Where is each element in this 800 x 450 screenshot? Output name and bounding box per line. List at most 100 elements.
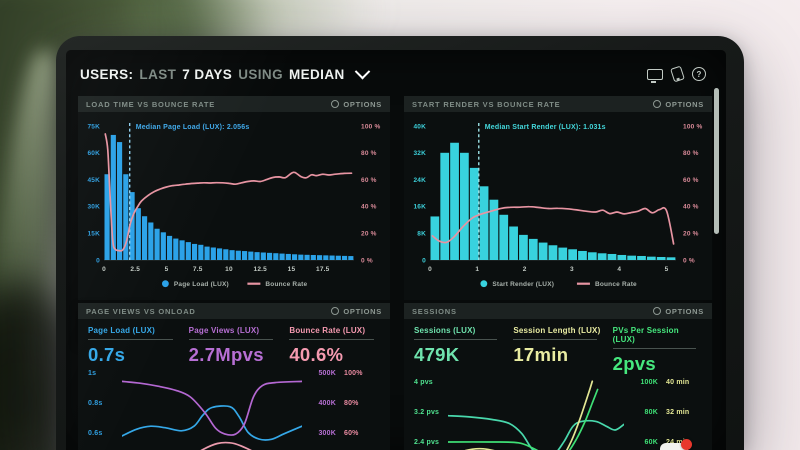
svg-text:Start Render (LUX): Start Render (LUX) (492, 281, 554, 288)
svg-text:Page Load (LUX): Page Load (LUX) (174, 281, 229, 288)
panel-title: START RENDER VS BOUNCE RATE (412, 99, 561, 109)
svg-text:100 %: 100 % (361, 123, 380, 130)
metric-rule (513, 339, 597, 340)
panel-title: LOAD TIME VS BOUNCE RATE (86, 99, 216, 109)
metric-rule (414, 339, 498, 340)
start-render-chart-wrap: 40K 32K 24K 16K 8K 0 100 % 80 % 60 % 40 % 20 % 0 % 0… (404, 112, 712, 305)
mini-axis-left: 1s 0.8s 0.6s (88, 368, 122, 450)
sessions-metrics: Sessions (LUX) 479K Session Length (LUX)… (404, 319, 712, 375)
metric-label: Page Views (LUX) (188, 326, 260, 335)
options-label: OPTIONS (343, 306, 382, 316)
metric-rule (612, 348, 696, 349)
desktop-icon[interactable] (647, 68, 663, 83)
mini-tick-right: 500K 100% (318, 370, 363, 377)
svg-text:100 %: 100 % (683, 123, 702, 130)
svg-text:60K: 60K (87, 150, 100, 157)
svg-text:40K: 40K (413, 123, 426, 130)
options-label: OPTIONS (343, 99, 382, 109)
metric-sessions: Sessions (LUX) 479K (414, 326, 503, 375)
panel-title: SESSIONS (412, 306, 457, 316)
notification-badge (681, 439, 692, 450)
options-label: OPTIONS (665, 99, 704, 109)
mini-axis-right: 500K 100% 400K 80% 300K 60% (302, 368, 380, 450)
chevron-down-icon[interactable] (354, 63, 370, 79)
options-label: OPTIONS (665, 306, 704, 316)
sessions-trend-chart[interactable] (448, 377, 624, 450)
screen: USERS: LAST 7 DAYS USING MEDIAN ? LOAD T… (66, 50, 726, 450)
dashboard-title[interactable]: USERS: LAST 7 DAYS USING MEDIAN (80, 63, 370, 85)
page-views-trend-chart[interactable] (122, 368, 302, 450)
options-button[interactable]: OPTIONS (331, 307, 382, 316)
mini-tick-left: 0.8s (88, 400, 103, 407)
range-dim-label: LAST (139, 66, 177, 82)
svg-text:4: 4 (617, 266, 621, 273)
metric-value: 479K (414, 344, 460, 365)
svg-text:5: 5 (165, 266, 169, 273)
notification-thumbnail[interactable] (660, 439, 692, 450)
metric-label: Session Length (LUX) (513, 326, 601, 335)
mobile-icon[interactable] (670, 65, 685, 83)
panel-load-time-header: LOAD TIME VS BOUNCE RATE OPTIONS (78, 96, 390, 112)
svg-text:20 %: 20 % (683, 231, 699, 238)
svg-text:7.5: 7.5 (193, 266, 203, 273)
mini-tick-left: 4 pvs (414, 379, 433, 386)
svg-text:8K: 8K (417, 231, 426, 238)
svg-text:40 %: 40 % (683, 204, 699, 211)
mini-tick-left: 1s (88, 370, 97, 377)
scrollbar[interactable] (714, 88, 719, 234)
svg-text:30K: 30K (87, 204, 100, 211)
metric-label: PVs Per Session (LUX) (612, 326, 679, 344)
svg-text:Bounce Rate: Bounce Rate (265, 281, 307, 288)
svg-text:Median Page Load (LUX): 2.056s: Median Page Load (LUX): 2.056s (136, 124, 250, 131)
panel-page-views: PAGE VIEWS VS ONLOAD OPTIONS Page Load (… (78, 303, 390, 450)
svg-text:0: 0 (96, 257, 100, 264)
gear-icon (331, 307, 340, 315)
svg-text:16K: 16K (413, 204, 426, 211)
sessions-mini-chart: 4 pvs 3.2 pvs 2.4 pvs 100K 40 min 80K 32 min 6… (404, 375, 712, 450)
metric-label: Bounce Rate (LUX) (289, 326, 366, 335)
page-views-mini-chart: 1s 0.8s 0.6s 500K 100% 400K 80% 300K 60% (78, 366, 390, 450)
svg-text:0: 0 (428, 266, 432, 273)
load-time-chart[interactable]: 75K 60K 45K 30K 15K 0 100 % 80 % 60 % 40 % 20 % 0 %… (78, 112, 390, 300)
options-button[interactable]: OPTIONS (653, 100, 704, 109)
options-button[interactable]: OPTIONS (331, 100, 382, 109)
svg-text:45K: 45K (87, 177, 100, 184)
header-icons: ? (647, 65, 706, 83)
panel-start-render: START RENDER VS BOUNCE RATE OPTIONS 40K 3… (404, 96, 712, 300)
svg-text:15: 15 (288, 266, 296, 273)
svg-text:Bounce Rate: Bounce Rate (595, 281, 637, 288)
mini-tick-right: 400K 80% (318, 400, 359, 407)
svg-text:2: 2 (523, 266, 527, 273)
svg-text:2.5: 2.5 (130, 266, 140, 273)
page-views-metrics: Page Load (LUX) 0.7s Page Views (LUX) 2.… (78, 319, 390, 366)
metric-value: 2.7Mpvs (188, 344, 264, 365)
metric-rule (188, 339, 274, 340)
svg-text:3: 3 (570, 266, 574, 273)
mini-tick-right: 300K 60% (318, 430, 359, 437)
help-icon[interactable]: ? (692, 67, 706, 81)
range-label: 7 DAYS (182, 66, 233, 82)
metric-value: 0.7s (88, 344, 126, 365)
panel-sessions: SESSIONS OPTIONS Sessions (LUX) 479K Ses… (404, 303, 712, 450)
svg-text:60 %: 60 % (683, 177, 699, 184)
options-button[interactable]: OPTIONS (653, 307, 704, 316)
svg-text:17.5: 17.5 (316, 266, 330, 273)
svg-text:5: 5 (665, 266, 669, 273)
svg-text:60 %: 60 % (361, 177, 377, 184)
svg-text:0 %: 0 % (683, 257, 695, 264)
metric-value: 17min (513, 344, 569, 365)
using-label: USING (238, 66, 283, 82)
metric-selector-label[interactable]: MEDIAN (288, 66, 345, 82)
start-render-chart[interactable]: 40K 32K 24K 16K 8K 0 100 % 80 % 60 % 40 % 20 % 0 % 0… (404, 112, 712, 300)
mini-tick-left: 2.4 pvs (414, 439, 440, 446)
metric-rule (289, 339, 375, 340)
svg-text:Median Start Render (LUX): 1.0: Median Start Render (LUX): 1.031s (485, 124, 606, 131)
svg-text:32K: 32K (413, 150, 426, 157)
svg-text:0: 0 (422, 257, 426, 264)
metric-pvs-per-session: PVs Per Session (LUX) 2pvs (612, 326, 702, 375)
svg-text:40 %: 40 % (361, 204, 377, 211)
metric-page-load: Page Load (LUX) 0.7s (88, 326, 179, 366)
gear-icon (653, 100, 662, 108)
metric-label: Page Load (LUX) (88, 326, 156, 335)
